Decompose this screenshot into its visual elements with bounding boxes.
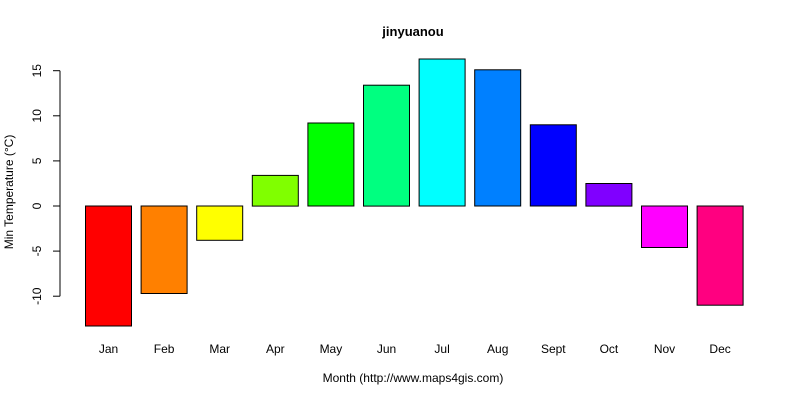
y-tick-label: 10: [30, 109, 44, 123]
y-axis: -10 -5 0 5 10 15: [30, 64, 61, 305]
bar-jan: [85, 205, 132, 327]
y-tick-label: 5: [30, 157, 44, 164]
x-tick-label: Aug: [487, 342, 508, 356]
bar-sept: [529, 124, 577, 207]
x-tick-label: Mar: [209, 342, 230, 356]
bar-dec: [696, 205, 744, 306]
chart-title: jinyuanou: [381, 24, 443, 39]
bar-nov: [641, 205, 688, 248]
x-tick-label: Sept: [541, 342, 566, 356]
x-tick-label: Jan: [99, 342, 118, 356]
x-axis-label: Month (http://www.maps4gis.com): [323, 371, 504, 385]
x-tick-label: Nov: [654, 342, 675, 356]
x-category-labels: Jan Feb Mar Apr May Jun Jul Aug Sept Oct Nov Dec: [99, 342, 731, 356]
bar-aug: [474, 69, 522, 207]
x-tick-label: Apr: [266, 342, 285, 356]
x-tick-label: Jun: [377, 342, 396, 356]
x-tick-label: Jul: [434, 342, 449, 356]
y-tick-label: -5: [30, 245, 44, 256]
x-tick-label: May: [320, 342, 343, 356]
bar-mar: [196, 205, 244, 241]
bar-oct: [585, 183, 633, 207]
bars: [85, 58, 744, 327]
y-tick-label: 0: [30, 202, 44, 209]
y-axis-label: Min Temperature (°C): [2, 135, 16, 250]
x-tick-label: Oct: [600, 342, 619, 356]
x-tick-label: Feb: [154, 342, 175, 356]
x-tick-label: Dec: [709, 342, 730, 356]
y-tick-label: 15: [30, 64, 44, 78]
bar-jun: [363, 84, 410, 207]
bar-apr: [251, 174, 299, 207]
bar-jul: [418, 58, 466, 207]
y-tick-label: -10: [30, 287, 44, 305]
bar-feb: [140, 205, 188, 294]
bar-may: [307, 122, 355, 207]
